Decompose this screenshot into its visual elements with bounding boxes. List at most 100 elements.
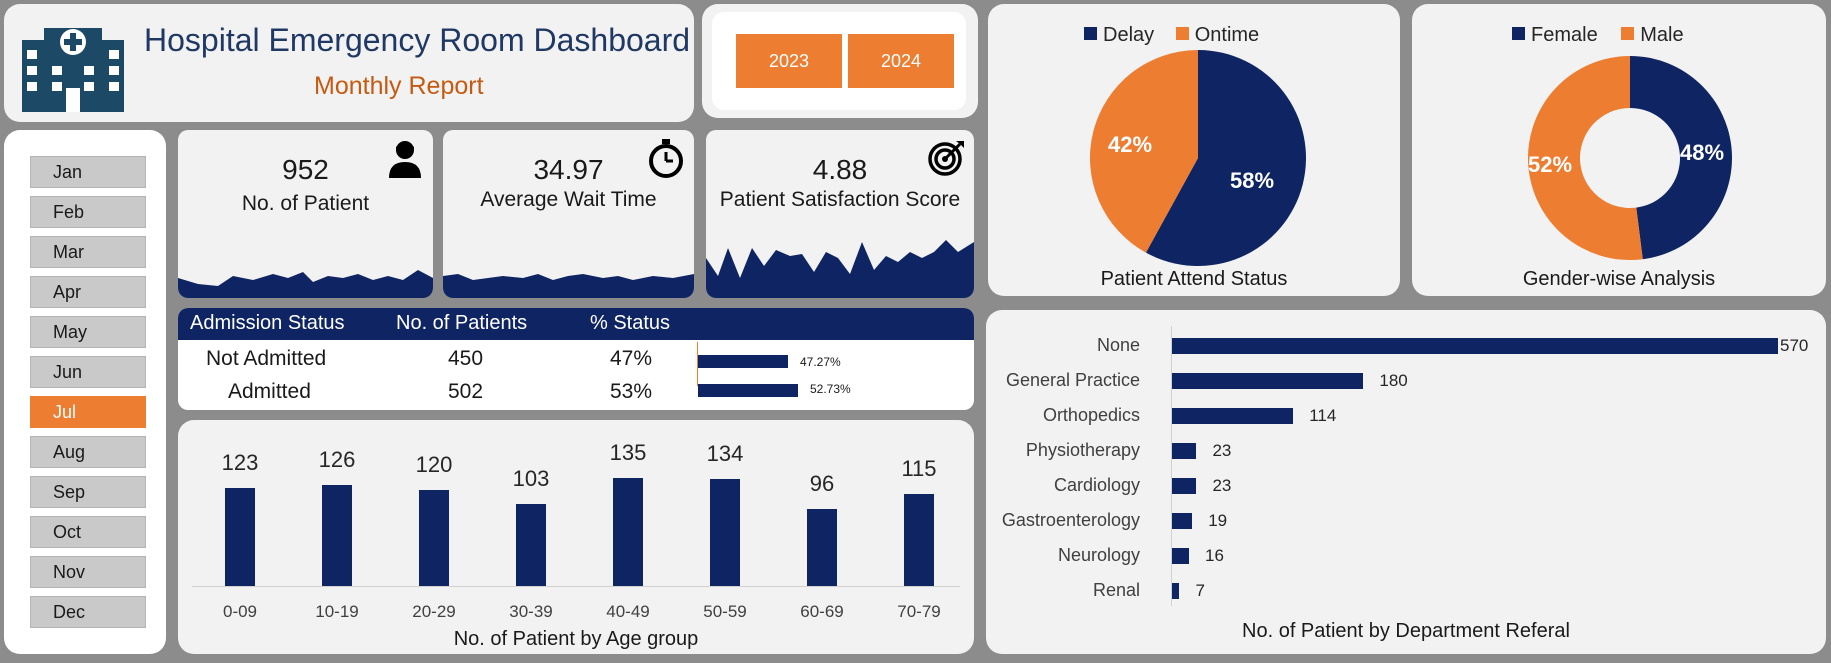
slice-label-delay: 58%	[1230, 168, 1275, 193]
table-row: Not Admitted 450 47% 47.27%	[178, 343, 974, 377]
x-tick-label: 70-79	[897, 602, 941, 621]
slice-label-male: 52%	[1528, 152, 1573, 177]
x-axis-line	[192, 586, 960, 587]
data-bar	[698, 384, 798, 397]
department-bar-cardiology	[1172, 478, 1197, 494]
y-tick-label: General Practice	[1005, 370, 1140, 390]
kpi-card-wait-time: 34.97 Average Wait Time	[443, 130, 694, 298]
y-tick-label: Gastroenterology	[1001, 510, 1140, 530]
department-bar-renal	[1172, 583, 1180, 599]
count-cell: 450	[448, 347, 484, 370]
data-label: 126	[318, 447, 356, 473]
month-button-nov[interactable]: Nov	[30, 556, 146, 588]
x-tick-label: 50-59	[703, 602, 747, 621]
y-tick-label: Renal	[1092, 580, 1140, 600]
kpi-label: Patient Satisfaction Score	[719, 188, 961, 211]
pie-slice-delay	[1145, 50, 1306, 266]
page-subtitle: Monthly Report	[314, 72, 484, 100]
data-label: 120	[415, 452, 453, 477]
donut-slice-female	[1630, 56, 1732, 260]
count-cell: 502	[448, 380, 484, 403]
kpi-value: 952	[282, 154, 329, 185]
donut-chart	[1527, 56, 1732, 260]
month-button-jun[interactable]: Jun	[30, 356, 146, 388]
column-header: % Status	[590, 312, 671, 334]
y-tick-label: Orthopedics	[1042, 405, 1140, 425]
x-tick-label: 60-69	[800, 602, 844, 621]
month-slicer: Jan Feb Mar Apr May Jun Jul Aug Sep Oct Nov Dec	[4, 130, 166, 654]
x-tick-label: 40-49	[606, 602, 650, 621]
target-icon	[928, 141, 964, 176]
month-button-may[interactable]: May	[30, 316, 146, 348]
data-label: 134	[706, 440, 744, 466]
data-label: 123	[221, 449, 259, 475]
department-bar-gastroenterology	[1172, 513, 1193, 529]
kpi-label: Average Wait Time	[480, 188, 657, 211]
department-bar-general-practice	[1172, 373, 1364, 389]
y-tick-label: Physiotherapy	[1025, 440, 1140, 460]
kpi-value: 34.97	[533, 154, 604, 185]
status-cell: Admitted	[228, 380, 311, 403]
data-label: 115	[901, 456, 937, 481]
month-button-jul[interactable]: Jul	[30, 396, 146, 428]
data-label: 16	[1205, 546, 1224, 565]
month-button-sep[interactable]: Sep	[30, 476, 146, 508]
chart-legend: Delay Ontime	[1084, 24, 1259, 47]
chart-title: Patient Attend Status	[1100, 268, 1288, 290]
pie-slice-ontime	[1090, 50, 1198, 253]
chart-title: No. of Patient by Department Referal	[1242, 620, 1570, 642]
y-tick-label: Neurology	[1057, 545, 1140, 565]
y-axis-line	[1171, 326, 1172, 606]
month-button-aug[interactable]: Aug	[30, 436, 146, 468]
sparkline	[178, 270, 433, 298]
year-button-2023[interactable]: 2023	[736, 34, 842, 88]
department-bar-physiotherapy	[1172, 443, 1197, 459]
month-button-apr[interactable]: Apr	[30, 276, 146, 308]
department-bar-orthopedics	[1172, 408, 1294, 424]
sparkline	[443, 274, 694, 298]
kpi-card-satisfaction: 4.88 Patient Satisfaction Score	[706, 130, 974, 298]
column-header: Admission Status	[190, 312, 345, 334]
legend-item: Male	[1621, 24, 1684, 46]
data-label: 180	[1379, 371, 1408, 390]
slice-label-ontime: 42%	[1108, 132, 1153, 157]
x-tick-label: 10-19	[315, 602, 359, 621]
gender-analysis-chart: Female Male 48% 52% Gender-wise Analysis	[1412, 4, 1826, 296]
age-bar-0-09	[225, 487, 255, 586]
legend-item: Ontime	[1175, 24, 1259, 46]
pie-chart	[1090, 50, 1306, 266]
y-tick-label: Cardiology	[1053, 475, 1140, 495]
age-bar-40-49	[613, 478, 643, 586]
slice-label-female: 48%	[1680, 140, 1725, 165]
pct-cell: 47%	[610, 347, 653, 370]
x-tick-label: 30-39	[509, 602, 553, 621]
donut-slice-male	[1527, 56, 1643, 260]
data-label: 570	[1780, 336, 1809, 355]
pct-cell: 53%	[610, 380, 653, 403]
data-label: 23	[1212, 441, 1232, 460]
data-label: 7	[1195, 581, 1205, 600]
table-header: Admission Status No. of Patients % Statu…	[178, 308, 974, 340]
month-button-jan[interactable]: Jan	[30, 156, 146, 188]
chart-title: Gender-wise Analysis	[1522, 268, 1716, 290]
year-button-2024[interactable]: 2024	[848, 34, 954, 88]
month-button-feb[interactable]: Feb	[30, 196, 146, 228]
column-header: No. of Patients	[396, 312, 528, 334]
legend-item: Female	[1512, 24, 1598, 46]
person-icon	[389, 141, 421, 178]
year-slicer: 2023 2024	[702, 4, 978, 118]
month-button-mar[interactable]: Mar	[30, 236, 146, 268]
chart-title: No. of Patient by Age group	[453, 628, 699, 650]
month-button-dec[interactable]: Dec	[30, 596, 146, 628]
department-bar-neurology	[1172, 548, 1189, 564]
kpi-card-patients: 952 No. of Patient	[178, 130, 433, 298]
data-label: 103	[512, 465, 550, 491]
data-bar-label: 47.27%	[800, 355, 841, 369]
age-bar-60-69	[807, 509, 837, 586]
month-button-oct[interactable]: Oct	[30, 516, 146, 548]
kpi-label: No. of Patient	[241, 192, 370, 215]
data-label: 96	[809, 471, 835, 497]
age-bar-10-19	[322, 485, 352, 586]
data-label: 135	[609, 440, 647, 465]
data-label: 114	[1309, 406, 1337, 425]
